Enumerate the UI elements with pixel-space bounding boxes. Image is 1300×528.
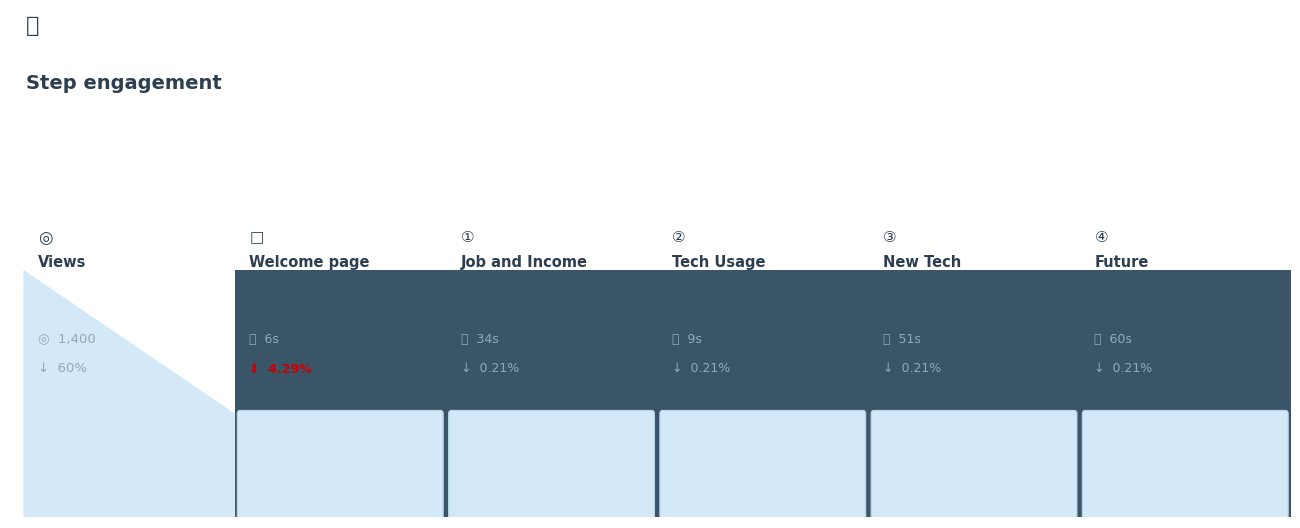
Text: Job and Income: Job and Income (460, 255, 588, 270)
Text: Welcome page: Welcome page (250, 255, 370, 270)
Text: ↓  0.21%: ↓ 0.21% (460, 362, 519, 375)
Text: ⎘: ⎘ (26, 16, 39, 36)
Text: ⏱  9s: ⏱ 9s (672, 333, 702, 346)
Text: ⏱  60s: ⏱ 60s (1095, 333, 1132, 346)
Bar (234, 270, 1291, 517)
Text: ⬇  4.29%: ⬇ 4.29% (250, 362, 312, 375)
Text: ⏱  34s: ⏱ 34s (460, 333, 498, 346)
Text: ②: ② (672, 230, 685, 245)
Text: New Tech: New Tech (883, 255, 962, 270)
Text: Views: Views (38, 255, 87, 270)
FancyBboxPatch shape (238, 410, 443, 521)
Text: ⏱  51s: ⏱ 51s (883, 333, 922, 346)
Text: □: □ (250, 230, 264, 245)
Text: Tech Usage: Tech Usage (672, 255, 766, 270)
FancyBboxPatch shape (448, 410, 654, 521)
Text: ◎  1,400: ◎ 1,400 (38, 333, 96, 346)
Polygon shape (23, 270, 234, 517)
Text: ④: ④ (1095, 230, 1108, 245)
Text: ①: ① (460, 230, 474, 245)
Text: ↓  0.21%: ↓ 0.21% (883, 362, 941, 375)
FancyBboxPatch shape (871, 410, 1076, 521)
Text: ↓  0.21%: ↓ 0.21% (672, 362, 731, 375)
Text: Future: Future (1095, 255, 1149, 270)
FancyBboxPatch shape (660, 410, 866, 521)
Text: ⏱  6s: ⏱ 6s (250, 333, 280, 346)
Text: Step engagement: Step engagement (26, 74, 222, 93)
Text: ◎: ◎ (38, 229, 53, 247)
Text: ↓  60%: ↓ 60% (38, 362, 87, 375)
Text: ↓  0.21%: ↓ 0.21% (1095, 362, 1153, 375)
FancyBboxPatch shape (1083, 410, 1288, 521)
Text: ③: ③ (883, 230, 897, 245)
